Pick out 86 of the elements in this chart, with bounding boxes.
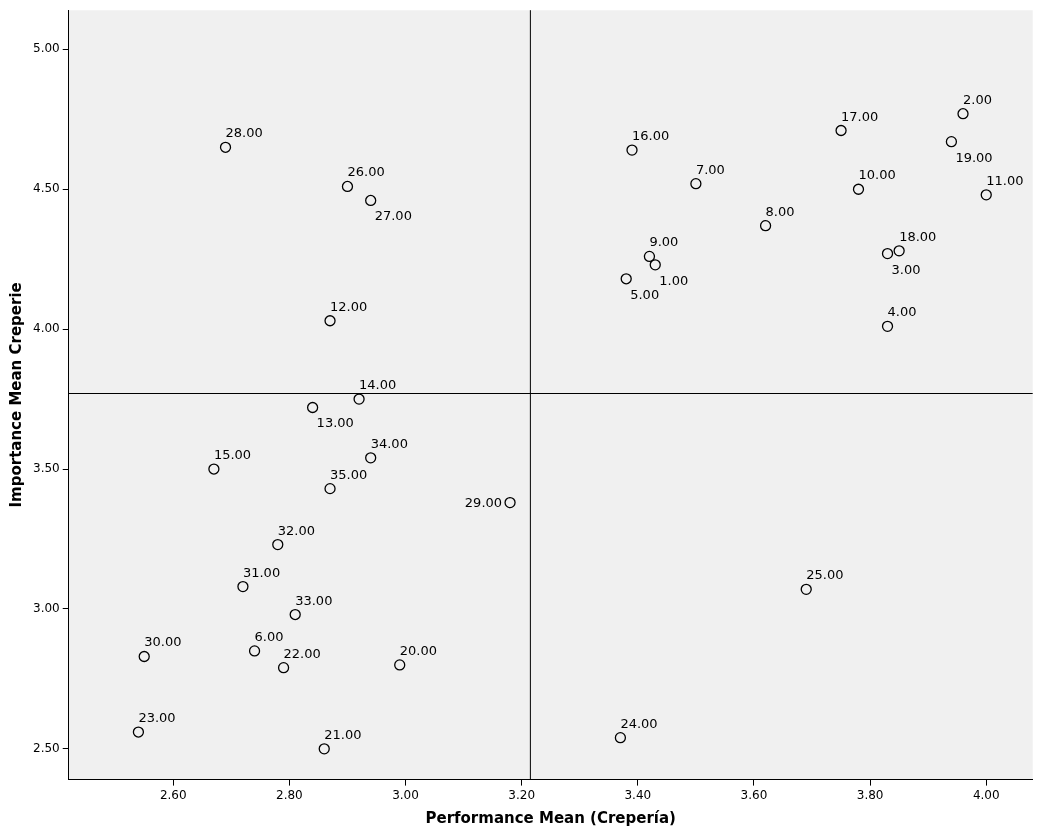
point <box>237 580 249 593</box>
point <box>324 315 336 327</box>
annotation: 18.00 <box>899 228 937 244</box>
annotation: 29.00 <box>464 494 503 510</box>
point <box>614 731 627 744</box>
point <box>835 124 847 137</box>
annotation: 17.00 <box>841 108 879 124</box>
point <box>626 144 638 156</box>
annotation: 13.00 <box>316 415 354 431</box>
y-tick-label: 4.50 <box>33 181 60 196</box>
point <box>208 463 220 475</box>
point <box>248 645 261 657</box>
point <box>353 393 365 405</box>
x-tick-label: 2.80 <box>276 787 303 802</box>
y-axis-title: Importance Mean Creperie <box>6 282 25 508</box>
annotation: 26.00 <box>347 164 385 180</box>
point <box>881 320 894 332</box>
point <box>324 482 336 495</box>
point <box>341 180 354 193</box>
point <box>759 219 772 232</box>
point <box>504 496 516 509</box>
annotation: 33.00 <box>295 592 333 608</box>
point <box>272 538 284 551</box>
annotation: 27.00 <box>374 208 412 224</box>
point <box>289 608 301 621</box>
annotation: 19.00 <box>955 149 993 165</box>
point <box>394 659 406 671</box>
point <box>365 194 377 207</box>
annotation: 12.00 <box>330 298 368 314</box>
annotation: 15.00 <box>213 447 252 463</box>
annotation: 10.00 <box>858 167 896 183</box>
x-tick-label: 3.20 <box>508 787 536 802</box>
point <box>881 247 894 260</box>
annotation: 1.00 <box>659 272 689 288</box>
point <box>852 183 865 195</box>
annotation: 7.00 <box>695 161 725 177</box>
x-tick-label: 2.60 <box>159 787 187 802</box>
x-tick-label: 3.00 <box>392 787 419 802</box>
point <box>649 259 661 271</box>
point <box>957 108 969 120</box>
point <box>620 273 632 285</box>
annotation: 21.00 <box>324 726 362 742</box>
annotation: 2.00 <box>963 91 992 107</box>
annotation: 9.00 <box>649 234 679 250</box>
x-tick-label: 4.00 <box>972 787 1000 802</box>
point <box>980 189 992 201</box>
x-axis-title: Performance Mean (Crepería) <box>425 808 676 827</box>
annotation: 5.00 <box>630 286 660 302</box>
point <box>306 401 319 414</box>
y-tick-label: 4.00 <box>33 321 60 336</box>
annotation: 32.00 <box>277 522 315 538</box>
annotation: 4.00 <box>887 304 917 320</box>
y-tick-label: 2.50 <box>33 740 60 755</box>
point <box>277 662 290 674</box>
annotation: 24.00 <box>620 715 658 731</box>
y-tick-label: 3.00 <box>33 601 60 616</box>
x-tick-label: 3.60 <box>740 787 768 802</box>
annotation: 23.00 <box>138 710 176 726</box>
point <box>132 726 145 738</box>
annotation: 14.00 <box>359 377 397 393</box>
point <box>800 583 812 595</box>
annotation: 35.00 <box>330 466 368 482</box>
annotation: 6.00 <box>254 628 284 644</box>
annotation: 16.00 <box>632 128 670 144</box>
point <box>643 250 656 263</box>
annotation: 3.00 <box>891 261 921 277</box>
annotation: 28.00 <box>225 125 263 141</box>
annotation: 25.00 <box>806 567 844 583</box>
point <box>893 245 905 257</box>
x-tick-label: 3.40 <box>624 787 652 802</box>
annotation: 8.00 <box>765 203 795 219</box>
annotation: 22.00 <box>283 645 321 661</box>
point <box>318 743 330 755</box>
point <box>365 452 377 464</box>
point <box>945 136 958 148</box>
y-tick-label: 5.00 <box>33 41 60 56</box>
annotation: 20.00 <box>399 642 437 658</box>
annotation: 31.00 <box>242 564 281 580</box>
annotation: 34.00 <box>370 435 408 451</box>
x-tick-label: 3.80 <box>856 787 884 802</box>
point <box>138 650 150 663</box>
annotation: 30.00 <box>144 634 182 650</box>
annotation: 11.00 <box>986 172 1024 188</box>
point <box>690 178 702 190</box>
point <box>219 141 232 153</box>
y-tick-label: 3.50 <box>33 461 60 476</box>
